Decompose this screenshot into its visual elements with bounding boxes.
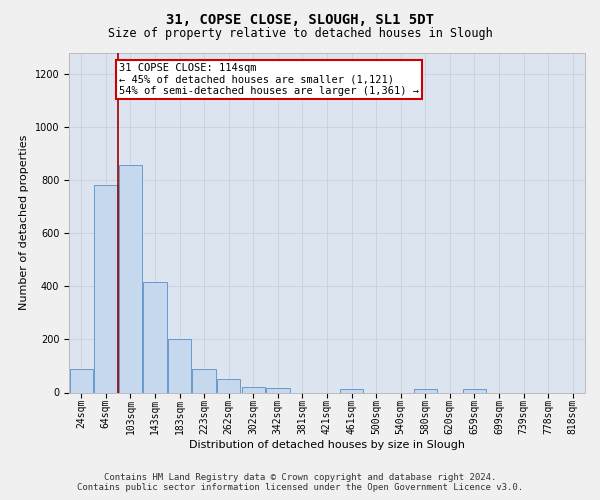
Text: 31, COPSE CLOSE, SLOUGH, SL1 5DT: 31, COPSE CLOSE, SLOUGH, SL1 5DT [166,12,434,26]
Text: 31 COPSE CLOSE: 114sqm
← 45% of detached houses are smaller (1,121)
54% of semi-: 31 COPSE CLOSE: 114sqm ← 45% of detached… [119,63,419,96]
Bar [217,379,241,392]
Bar [413,390,437,392]
Y-axis label: Number of detached properties: Number of detached properties [19,135,29,310]
Bar [168,340,191,392]
X-axis label: Distribution of detached houses by size in Slough: Distribution of detached houses by size … [189,440,465,450]
Bar [340,390,363,392]
Bar [94,186,118,392]
Bar [266,388,290,392]
Bar [70,368,93,392]
Bar [242,386,265,392]
Bar [143,282,167,393]
Text: Size of property relative to detached houses in Slough: Size of property relative to detached ho… [107,28,493,40]
Bar [193,369,216,392]
Text: Contains HM Land Registry data © Crown copyright and database right 2024.
Contai: Contains HM Land Registry data © Crown c… [77,473,523,492]
Bar [119,166,142,392]
Bar [463,390,486,392]
